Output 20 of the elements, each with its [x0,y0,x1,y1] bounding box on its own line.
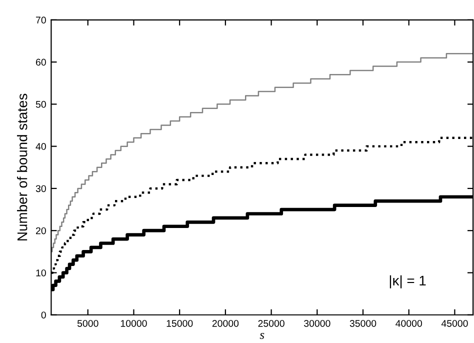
annotation: |κ| = 1 [390,275,426,288]
y-tick-label: 60 [36,58,46,66]
y-tick-label: 0 [41,312,46,318]
x-tick-label: 35000 [350,320,376,327]
x-axis-title: s [260,332,264,339]
x-tick-label: 30000 [304,320,330,327]
y-tick-label: 70 [36,16,46,24]
y-tick-label: 40 [36,143,46,150]
x-tick-label: 40000 [396,320,422,327]
x-tick-label: 45000 [441,320,468,327]
x-tick-label: 25000 [258,320,284,327]
x-tick-label: 15000 [166,320,193,327]
y-axis-title: Number of bound states [17,94,28,240]
x-tick-label: 10000 [120,320,147,327]
y-tick-label: 20 [36,227,46,234]
y-tick-label: 50 [36,100,46,108]
y-tick-label: 10 [36,269,46,276]
y-tick-label: 30 [36,185,46,192]
x-tick-label: 5000 [77,320,98,327]
x-tick-label: 20000 [212,320,239,327]
